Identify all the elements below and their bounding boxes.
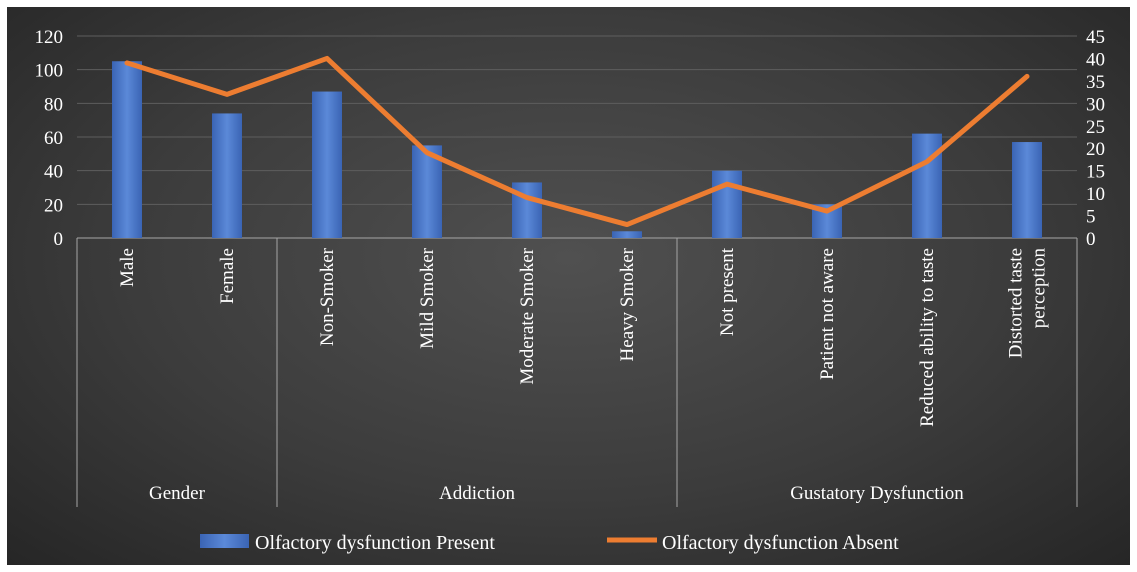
y-left-tick-label: 40: [44, 162, 63, 183]
bar: [612, 231, 642, 238]
bar: [412, 145, 442, 238]
bar: [912, 133, 942, 238]
legend: Olfactory dysfunction Present Olfactory …: [200, 532, 899, 554]
category-label: Reduced ability to taste: [917, 248, 938, 427]
y-left-tick-label: 80: [44, 94, 63, 115]
bar-series: [112, 61, 1042, 238]
chart-area: 0 20 40 60 80 100 120 0 5 10 15 20 25 30 35 40 45 Gender…: [7, 7, 1130, 565]
category-label: Mild Smoker: [417, 247, 438, 348]
bar: [112, 61, 142, 238]
category-label: Distorted taste: [1006, 248, 1027, 358]
y-right-tick-label: 35: [1086, 72, 1105, 93]
category-label: Moderate Smoker: [517, 247, 538, 384]
category-axis-labels: Gender Addiction Gustatory Dysfunction Male…: [117, 247, 1050, 504]
legend-swatch-bar: [200, 534, 249, 548]
y-right-tick-label: 15: [1086, 162, 1105, 183]
y-right-tick-label: 30: [1086, 94, 1105, 115]
category-label: Female: [217, 248, 238, 304]
category-label: perception: [1029, 248, 1050, 329]
y-right-tick-label: 5: [1086, 207, 1096, 228]
y-right-tick-label: 25: [1086, 117, 1105, 138]
y-right-tick-label: 0: [1086, 229, 1096, 250]
legend-label-present: Olfactory dysfunction Present: [255, 532, 495, 554]
bar: [712, 170, 742, 238]
y-right-tick-label: 10: [1086, 184, 1105, 205]
y-right-tick-label: 20: [1086, 139, 1105, 160]
bar: [1012, 142, 1042, 238]
y-left-tick-label: 120: [35, 27, 64, 48]
bar: [312, 91, 342, 238]
line-series: [124, 55, 1030, 228]
bar: [212, 113, 242, 238]
gridlines: [77, 35, 1077, 205]
y-left-tick-label: 60: [44, 128, 63, 149]
category-label: Non-Smoker: [317, 247, 338, 346]
group-label: Gender: [149, 483, 206, 504]
y-right-tick-label: 45: [1086, 27, 1105, 48]
series-line: [124, 55, 1030, 228]
category-label: Not present: [717, 247, 738, 336]
y-left-tick-label: 0: [54, 229, 64, 250]
group-label: Addiction: [439, 483, 515, 504]
y-left-tick-label: 100: [35, 61, 64, 82]
category-label: Male: [117, 248, 138, 287]
category-label: Patient not aware: [817, 248, 838, 380]
y-right-tick-label: 40: [1086, 49, 1105, 70]
group-label: Gustatory Dysfunction: [790, 483, 964, 504]
legend-label-absent: Olfactory dysfunction Absent: [662, 532, 899, 554]
y-left-tick-label: 20: [44, 195, 63, 216]
category-label: Heavy Smoker: [617, 247, 638, 361]
